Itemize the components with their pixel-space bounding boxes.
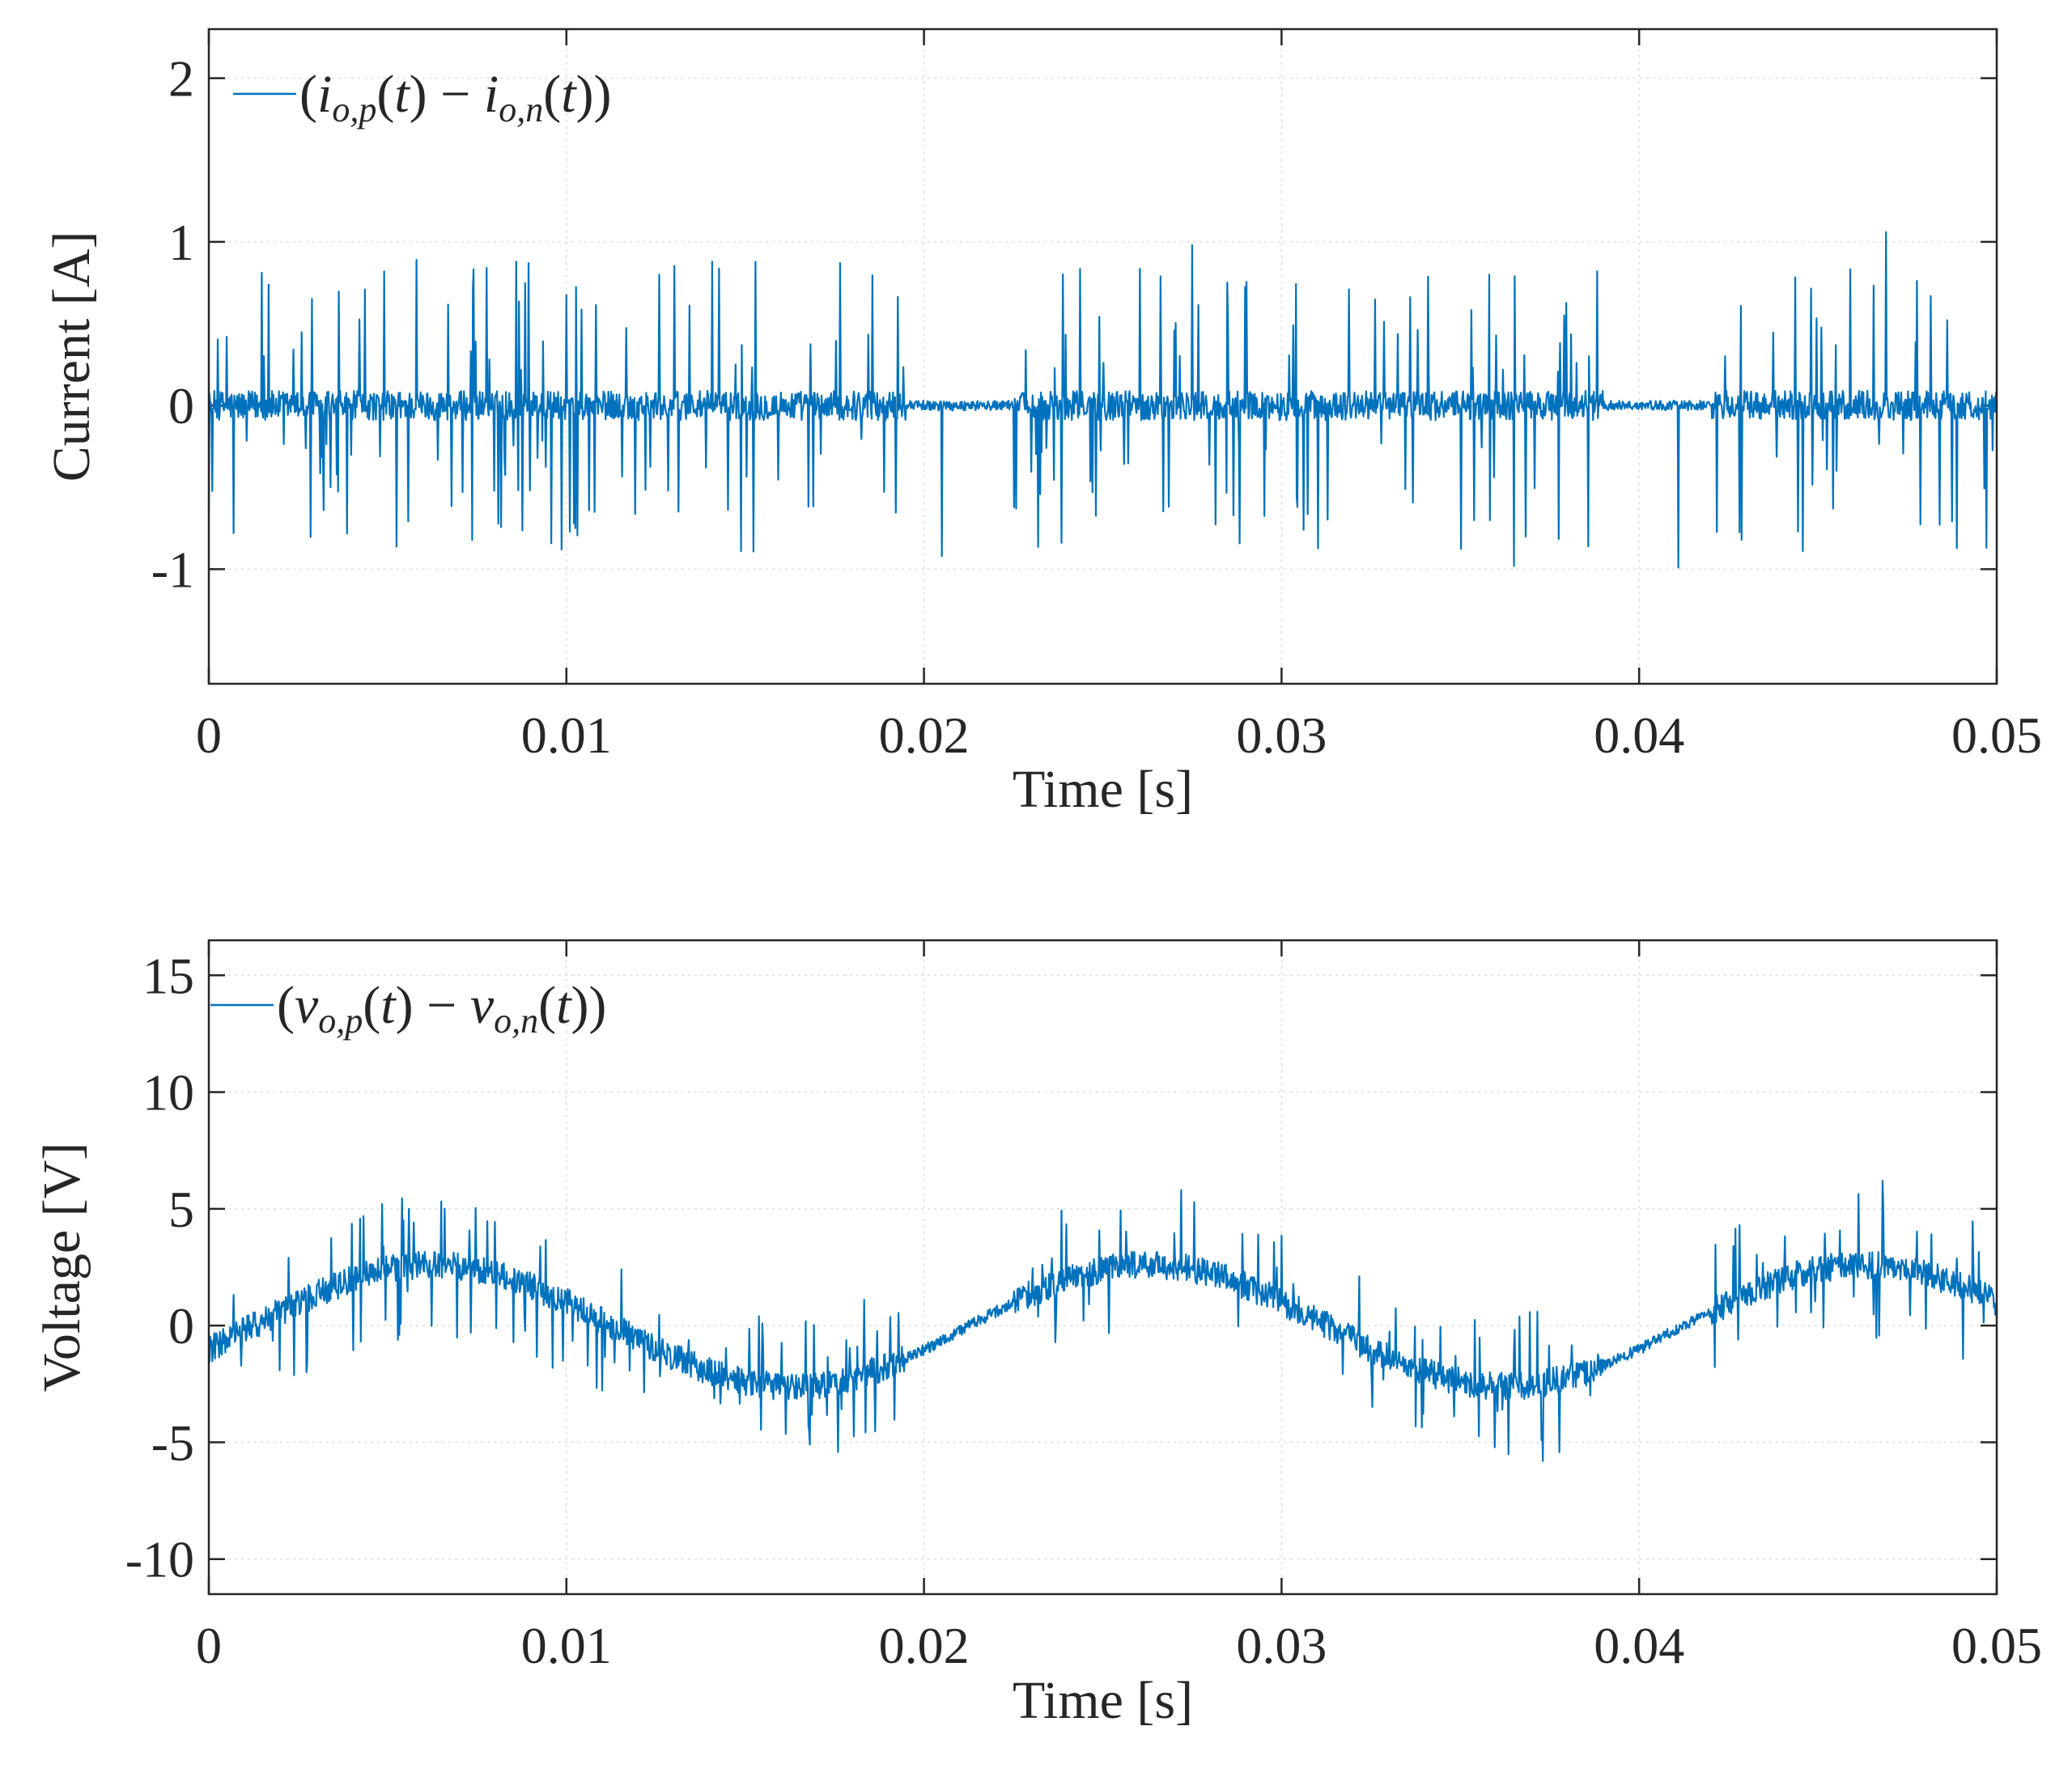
- voltage-x-tick-label: 0.03: [1236, 1617, 1327, 1674]
- current-y-tick-label: 0: [168, 377, 194, 435]
- voltage-chart: 0 0.01 0.02 0.03 0.04 0.05 -10 -5 0 5 10…: [32, 939, 2042, 1730]
- current-x-tick-label: 0.01: [521, 706, 612, 764]
- current-x-tick-label: 0.04: [1594, 706, 1684, 764]
- current-legend: (io,p(t) − io,n(t)): [233, 65, 612, 129]
- current-x-tick-label: 0.03: [1236, 706, 1327, 764]
- current-y-tick-label: 2: [168, 50, 194, 108]
- voltage-legend-label: (vo,p(t) − vo,n(t)): [277, 976, 606, 1041]
- current-chart: 0 0.01 0.02 0.03 0.04 0.05 -1 0 1 2 Time…: [42, 28, 2042, 819]
- voltage-y-tick-label: 5: [168, 1181, 194, 1238]
- current-legend-label: (io,p(t) − io,n(t)): [299, 65, 612, 129]
- current-plot-frame: [207, 28, 1998, 685]
- voltage-y-tick-label: 15: [142, 947, 194, 1004]
- voltage-y-tick-labels: -10 -5 0 5 10 15: [125, 947, 194, 1588]
- voltage-legend: (vo,p(t) − vo,n(t)): [210, 976, 606, 1041]
- current-grid: [208, 29, 1998, 684]
- current-y-axis-label: Current [A]: [42, 231, 101, 482]
- current-series-line: [207, 231, 1998, 569]
- voltage-x-tick-label: 0.02: [879, 1617, 970, 1674]
- current-x-tick-label: 0.02: [879, 706, 970, 764]
- voltage-y-tick-label: -5: [151, 1414, 194, 1471]
- current-x-axis-label: Time [s]: [1013, 760, 1193, 819]
- voltage-y-tick-label: 0: [168, 1297, 194, 1355]
- voltage-y-tick-label: -10: [125, 1531, 194, 1588]
- voltage-x-tick-labels: 0 0.01 0.02 0.03 0.04 0.05: [196, 1617, 2042, 1674]
- current-y-tick-label: -1: [151, 541, 194, 598]
- voltage-x-tick-label: 0: [196, 1617, 222, 1674]
- current-y-tick-labels: -1 0 1 2: [151, 50, 194, 599]
- current-ticks: [207, 29, 1998, 684]
- voltage-series-line: [207, 1180, 1998, 1462]
- voltage-x-axis-label: Time [s]: [1013, 1671, 1193, 1730]
- current-x-tick-labels: 0 0.01 0.02 0.03 0.04 0.05: [196, 706, 2042, 764]
- current-x-tick-label: 0: [196, 706, 222, 764]
- voltage-x-tick-label: 0.01: [521, 1617, 612, 1674]
- voltage-x-tick-label: 0.05: [1951, 1617, 2042, 1674]
- current-y-tick-label: 1: [168, 214, 194, 271]
- current-x-tick-label: 0.05: [1951, 706, 2042, 764]
- voltage-y-axis-label: Voltage [V]: [32, 1143, 91, 1393]
- voltage-plot-frame: [207, 939, 1998, 1596]
- voltage-y-tick-label: 10: [142, 1064, 194, 1122]
- voltage-x-tick-label: 0.04: [1594, 1617, 1684, 1674]
